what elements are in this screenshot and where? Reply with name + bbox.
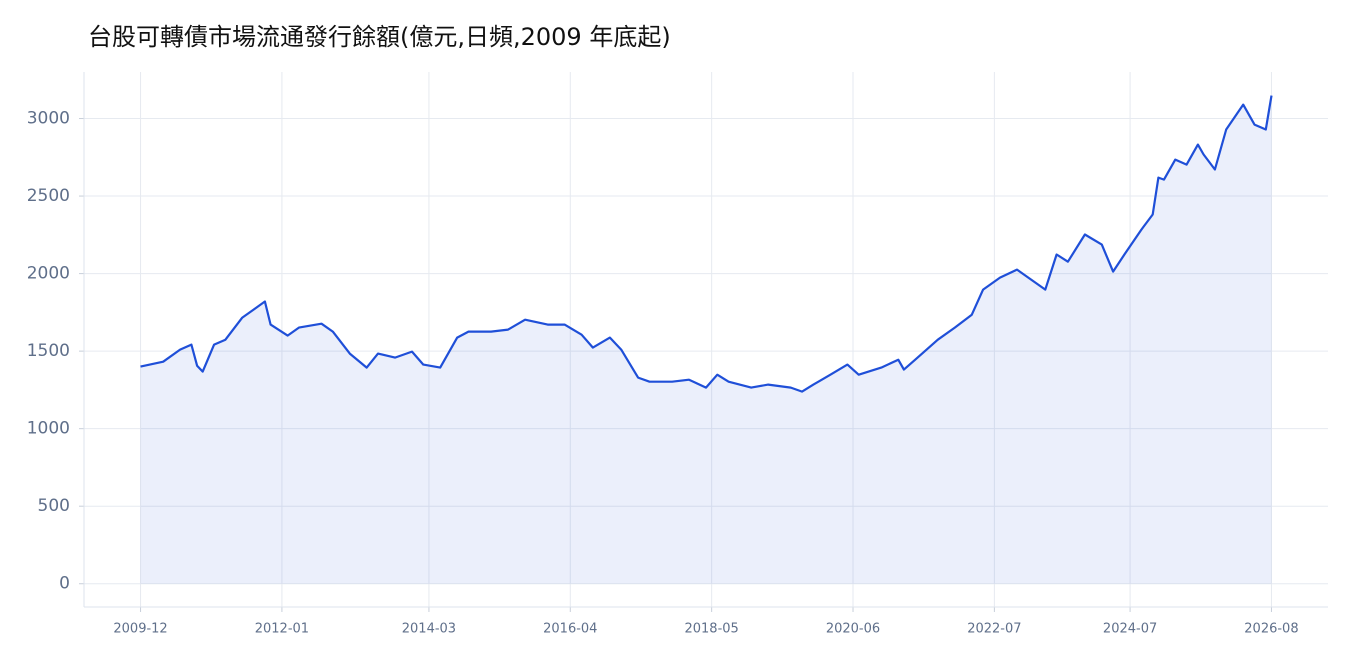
- x-tick-label: 2022-07: [967, 622, 1021, 637]
- x-tick-label: 2012-01: [255, 622, 309, 637]
- y-tick-label: 1500: [27, 341, 70, 361]
- line: [140, 95, 1273, 393]
- x-tick-label: 2016-04: [543, 622, 597, 637]
- y-tick-label: 3000: [27, 109, 70, 129]
- x-tick-label: 2020-06: [826, 622, 880, 637]
- chart-title: 台股可轉債市場流通發行餘額(億元,日頻,2009 年底起): [88, 23, 671, 51]
- x-tick-label: 2024-07: [1103, 622, 1157, 637]
- y-tick-label: 0: [59, 574, 70, 594]
- x-tick-label: 2018-05: [684, 622, 738, 637]
- y-tick-label: 500: [38, 496, 70, 516]
- x-tick-label: 2014-03: [402, 622, 456, 637]
- y-tick-label: 1000: [27, 419, 70, 439]
- y-tick-label: 2000: [27, 264, 70, 284]
- x-tick-label: 2026-08: [1244, 622, 1298, 637]
- x-tick-label: 2009-12: [113, 622, 167, 637]
- y-tick-label: 2500: [27, 186, 70, 206]
- area: [140, 95, 1272, 584]
